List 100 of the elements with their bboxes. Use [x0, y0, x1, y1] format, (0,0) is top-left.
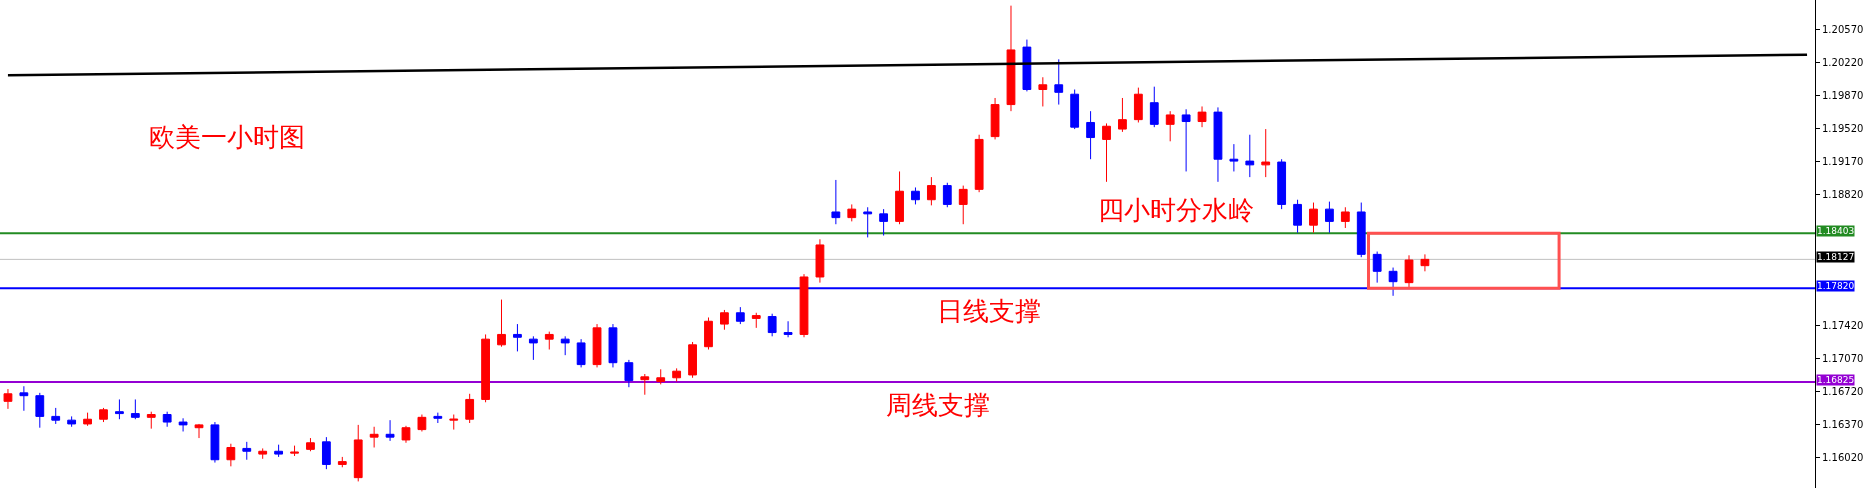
candlestick [1086, 110, 1095, 160]
candlestick [879, 208, 889, 237]
ref-line-label: 周线支撑 [886, 390, 990, 420]
candlestick [481, 333, 490, 403]
candlestick [672, 367, 682, 383]
candlestick [67, 415, 77, 428]
candlestick [385, 419, 395, 442]
candlestick [1102, 122, 1111, 183]
candlestick [115, 398, 124, 420]
candlestick [656, 368, 666, 385]
text: 1.17820 [1817, 281, 1855, 291]
candlestick [847, 203, 857, 222]
candlestick [51, 407, 61, 425]
candlestick [465, 393, 475, 424]
y-tick-label: 1.19170 [1822, 155, 1864, 167]
candlestick [290, 445, 299, 457]
candlestick [815, 238, 825, 284]
candlestick [1420, 253, 1430, 272]
candlestick [1293, 199, 1302, 234]
candlestick [130, 398, 140, 420]
candlestick [337, 456, 347, 468]
candlestick [513, 323, 522, 352]
y-tick-label: 1.16020 [1822, 452, 1864, 464]
candlestick [35, 392, 45, 429]
candlestick [353, 424, 363, 482]
candlestick [369, 426, 379, 448]
candlestick [242, 441, 252, 461]
y-tick-label: 1.19870 [1822, 89, 1864, 101]
candlestick [3, 388, 13, 410]
candlestick [417, 414, 427, 432]
candlestick [895, 170, 904, 225]
candlestick [1181, 108, 1191, 172]
text: 1.18403 [1817, 226, 1855, 236]
candlestick [576, 338, 586, 368]
candlestick [1133, 87, 1143, 123]
candlestick [1229, 143, 1239, 172]
candlestick [783, 320, 793, 338]
candlestick [1118, 97, 1127, 133]
y-tick-label: 1.16720 [1822, 386, 1864, 398]
y-tick-label: 1.18820 [1822, 188, 1864, 200]
candlestick [210, 421, 220, 464]
y-tick-label: 1.19520 [1822, 122, 1864, 134]
candlestick [1165, 110, 1175, 142]
candlestick [592, 323, 602, 368]
candlestick [1054, 58, 1064, 106]
candlestick [1038, 76, 1048, 107]
candlestick [974, 134, 984, 193]
text: 1.16825 [1817, 375, 1855, 385]
candlestick [226, 443, 236, 467]
candlestick [640, 373, 650, 396]
candlestick [401, 425, 411, 444]
candlestick [1261, 128, 1271, 178]
candlestick [926, 176, 936, 206]
y-tick-label: 1.17420 [1822, 320, 1864, 332]
candlestick [497, 299, 506, 348]
candlestick [704, 316, 713, 351]
candlestick [1404, 254, 1414, 288]
candlestick [99, 407, 108, 423]
candlestick [688, 341, 697, 379]
candlestick [83, 412, 92, 427]
candlestick [258, 447, 268, 460]
text: 1.18127 [1817, 252, 1855, 262]
y-tick-label: 1.17070 [1822, 353, 1864, 365]
candlestick [1197, 105, 1207, 128]
candlestick [306, 437, 315, 452]
candlestick [1022, 39, 1032, 92]
candlestick [735, 306, 745, 325]
candlestick [863, 206, 873, 238]
y-tick-label: 1.20570 [1822, 23, 1864, 35]
candlestick [528, 335, 538, 361]
candlestick [321, 436, 331, 470]
candlestick [1309, 202, 1318, 234]
candlestick [1006, 5, 1016, 112]
candlestick [1356, 202, 1366, 258]
y-tick-label: 1.16370 [1822, 419, 1864, 431]
candlestick [178, 417, 188, 432]
candlestick [1277, 158, 1287, 210]
candlestick [449, 414, 459, 431]
candlestick [990, 97, 1000, 140]
candlestick [958, 185, 968, 225]
candlestick [1213, 106, 1223, 183]
candlestick [560, 335, 570, 356]
candlestick [1070, 89, 1080, 130]
candlestick [911, 186, 920, 205]
candlestick [1325, 201, 1334, 234]
candlestick [1372, 251, 1382, 284]
candlestick [831, 179, 841, 225]
candlestick [1245, 134, 1255, 178]
candlestick [544, 331, 554, 351]
candlestick [608, 323, 618, 368]
candlestick [162, 411, 172, 428]
candlestick [624, 359, 634, 388]
candlestick [19, 385, 29, 412]
candlestick [1388, 267, 1398, 297]
candlestick [274, 444, 284, 458]
ref-line-label: 日线支撑 [937, 296, 1041, 326]
candlestick [1340, 206, 1350, 229]
candlestick [751, 312, 761, 329]
candlestick [799, 273, 809, 338]
text: 欧美一小时图 [149, 122, 305, 153]
